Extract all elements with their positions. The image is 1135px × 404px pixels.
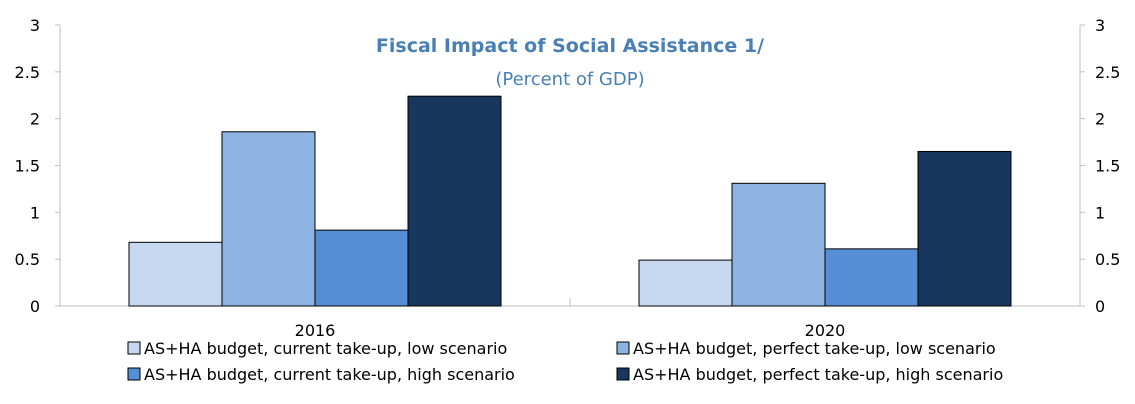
bar-2020-series-3 [824, 248, 919, 307]
y-tick-label-left: 0.5 [15, 250, 40, 269]
category-labels: 2016 2020 [295, 298, 846, 340]
y-axis-left: 0 0.5 1 1.5 2 2.5 3 [15, 16, 60, 316]
legend-swatch [127, 341, 141, 355]
x-tick-label: 2020 [805, 321, 846, 340]
y-tick-label-right: 2 [1095, 110, 1105, 129]
y-tick-label-left: 3 [30, 16, 40, 35]
legend-label: AS+HA budget, current take-up, low scena… [144, 339, 507, 358]
y-tick-label-right: 0.5 [1095, 250, 1120, 269]
y-tick-label-right: 3 [1095, 16, 1105, 35]
y-tick-label-left: 2.5 [15, 63, 40, 82]
bar-2016-series-2 [221, 131, 316, 307]
legend-swatch [616, 367, 630, 381]
y-tick-label-right: 1 [1095, 203, 1105, 222]
y-tick-label-left: 1 [30, 203, 40, 222]
y-axis-right: 0 0.5 1 1.5 2 2.5 3 [1080, 16, 1120, 316]
bars [128, 95, 1012, 307]
legend-label: AS+HA budget, perfect take-up, high scen… [633, 365, 1003, 384]
bar-2020-series-1 [638, 259, 733, 307]
y-tick-label-left: 1.5 [15, 157, 40, 176]
bar-2020-series-4 [917, 150, 1012, 307]
legend: AS+HA budget, current take-up, low scena… [127, 339, 1003, 384]
bar-2016-series-3 [314, 229, 409, 307]
chart-title: Fiscal Impact of Social Assistance 1/ [376, 35, 764, 57]
legend-label: AS+HA budget, perfect take-up, low scena… [633, 339, 996, 358]
y-tick-label-right: 1.5 [1095, 157, 1120, 176]
legend-swatch [616, 341, 630, 355]
chart-subtitle: (Percent of GDP) [495, 69, 644, 90]
x-tick-label: 2016 [295, 321, 336, 340]
legend-label: AS+HA budget, current take-up, high scen… [144, 365, 515, 384]
bar-2020-series-2 [731, 182, 826, 307]
bar-2016-series-1 [128, 241, 223, 307]
y-tick-label-left: 2 [30, 110, 40, 129]
y-tick-label-right: 0 [1095, 297, 1105, 316]
bar-2016-series-4 [407, 95, 502, 307]
legend-swatch [127, 367, 141, 381]
y-tick-label-right: 2.5 [1095, 63, 1120, 82]
y-tick-label-left: 0 [30, 297, 40, 316]
